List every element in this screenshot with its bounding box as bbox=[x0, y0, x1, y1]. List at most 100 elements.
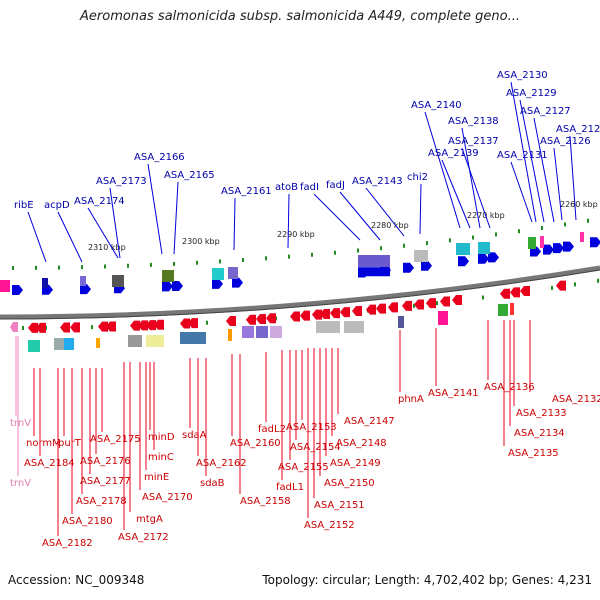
tick-bottom bbox=[482, 295, 484, 300]
top-gene-label-2: ASA_2174 bbox=[74, 196, 125, 207]
forward-gene-arrow-4 bbox=[162, 281, 173, 292]
top-product-block-10 bbox=[478, 242, 490, 254]
bottom-product-block-4 bbox=[128, 335, 142, 347]
bottom-gene-label-21: ASA_2158 bbox=[240, 496, 291, 507]
tick-top bbox=[357, 248, 359, 253]
reverse-gene-arrow-10 bbox=[180, 318, 190, 329]
tick-top bbox=[403, 243, 405, 248]
bottom-gene-label-30: ASA_2149 bbox=[330, 458, 381, 469]
forward-gene-arrow-18 bbox=[563, 241, 574, 252]
bottom-gene-label-31: ASA_2148 bbox=[336, 438, 387, 449]
bottom-gene-label-29: ASA_2150 bbox=[324, 478, 375, 489]
genome-backbone bbox=[0, 265, 600, 320]
forward-gene-arrow-14 bbox=[488, 252, 499, 263]
bottom-gene-label-32: ASA_2147 bbox=[344, 416, 395, 427]
tick-top bbox=[472, 235, 474, 240]
top-leader-line-4 bbox=[147, 163, 163, 255]
bottom-gene-label-27: ASA_2152 bbox=[304, 520, 355, 531]
forward-gene-arrow-16 bbox=[543, 244, 554, 255]
bottom-product-block-5 bbox=[146, 335, 164, 347]
tick-top bbox=[288, 254, 290, 259]
top-product-block-5 bbox=[212, 268, 224, 280]
bottom-product-block-15 bbox=[498, 304, 508, 316]
top-product-block-0 bbox=[0, 280, 10, 292]
bottom-gene-label-7: ASA_2178 bbox=[76, 496, 127, 507]
bottom-product-block-14 bbox=[438, 311, 448, 325]
tick-bottom bbox=[551, 285, 553, 290]
reverse-gene-arrow-28 bbox=[426, 298, 436, 309]
forward-gene-arrow-11 bbox=[421, 260, 432, 271]
forward-gene-arrow-5 bbox=[172, 280, 183, 291]
bottom-gene-label-12: minC bbox=[148, 452, 174, 463]
top-leader-line-3 bbox=[109, 187, 121, 259]
top-gene-label-18: ASA_2129 bbox=[506, 88, 557, 99]
tick-top bbox=[380, 246, 382, 251]
reverse-gene-arrow-29 bbox=[440, 296, 450, 307]
genome-backbone-shadow bbox=[0, 269, 600, 320]
bottom-product-block-3 bbox=[96, 338, 100, 348]
top-leader-line-12 bbox=[424, 111, 461, 229]
tick-top bbox=[265, 256, 267, 261]
bottom-gene-label-37: ASA_2134 bbox=[514, 428, 565, 439]
top-leader-line-13 bbox=[441, 159, 471, 229]
top-leader-line-9 bbox=[339, 191, 381, 241]
bottom-product-block-8 bbox=[242, 326, 254, 338]
top-gene-label-1: acpD bbox=[44, 200, 70, 211]
top-leader-line-14 bbox=[461, 127, 481, 229]
top-gene-label-21: ASA_2125 bbox=[556, 124, 600, 135]
bottom-product-block-7 bbox=[228, 329, 232, 341]
top-product-block-2 bbox=[80, 276, 86, 286]
top-gene-label-10: ASA_2143 bbox=[352, 176, 403, 187]
bottom-gene-label-28: ASA_2151 bbox=[314, 500, 365, 511]
forward-gene-arrow-12 bbox=[458, 256, 469, 267]
tick-top bbox=[196, 260, 198, 265]
top-leader-line-11 bbox=[419, 183, 422, 235]
top-product-block-3 bbox=[112, 275, 124, 287]
tick-top bbox=[81, 265, 83, 270]
forward-gene-arrow-10 bbox=[403, 262, 414, 273]
reverse-gene-arrow-26 bbox=[402, 300, 412, 311]
tick-top bbox=[127, 263, 129, 268]
forward-gene-arrow-19 bbox=[590, 237, 600, 248]
top-leader-line-19 bbox=[533, 117, 555, 223]
bottom-gene-label-36: ASA_2133 bbox=[516, 408, 567, 419]
top-gene-label-3: ASA_2173 bbox=[96, 176, 147, 187]
reverse-gene-arrow-33 bbox=[520, 285, 530, 296]
top-product-block-4 bbox=[162, 270, 174, 282]
reverse-gene-arrow-7 bbox=[138, 320, 148, 331]
reverse-gene-arrow-19 bbox=[320, 308, 330, 319]
reverse-gene-arrow-15 bbox=[266, 313, 276, 324]
top-gene-label-12: ASA_2140 bbox=[411, 100, 462, 111]
bottom-gene-label-2: normM bbox=[26, 438, 61, 449]
top-product-block-13 bbox=[580, 232, 584, 242]
tick-top bbox=[426, 241, 428, 246]
tick-top bbox=[564, 222, 566, 227]
tick-top bbox=[495, 232, 497, 237]
bottom-gene-label-14: ASA_2170 bbox=[142, 492, 193, 503]
reverse-gene-arrow-16 bbox=[290, 311, 300, 322]
bottom-gene-label-23: fadL1 bbox=[276, 482, 304, 493]
top-gene-label-19: ASA_2127 bbox=[520, 106, 571, 117]
reverse-gene-arrow-21 bbox=[340, 307, 350, 318]
bottom-gene-label-6: ASA_2180 bbox=[62, 516, 113, 527]
top-product-block-1 bbox=[42, 278, 48, 288]
top-product-block-6 bbox=[228, 267, 238, 279]
reverse-gene-arrow-0 bbox=[28, 322, 38, 333]
accession-text: Accession: NC_009348 bbox=[8, 573, 145, 587]
reverse-gene-arrow-3 bbox=[70, 322, 80, 333]
reverse-gene-arrow-22 bbox=[352, 306, 362, 317]
bottom-product-block-10 bbox=[270, 326, 282, 338]
bottom-gene-label-11: minD bbox=[148, 432, 175, 443]
tick-top bbox=[173, 261, 175, 266]
top-leader-line-15 bbox=[461, 147, 491, 229]
top-gene-label-9: fadJ bbox=[326, 180, 345, 191]
top-leader-line-16 bbox=[510, 161, 533, 223]
bottom-gene-label-5: ASA_2182 bbox=[42, 538, 93, 549]
genome-title: Aeromonas salmonicida subsp. salmonicida… bbox=[80, 9, 520, 24]
forward-gene-arrow-6 bbox=[212, 278, 223, 289]
bottom-gene-label-16: ASA_2172 bbox=[118, 532, 169, 543]
tick-top bbox=[311, 252, 313, 257]
tick-top bbox=[58, 265, 60, 270]
top-product-block-12 bbox=[540, 236, 544, 248]
tick-top bbox=[334, 250, 336, 255]
